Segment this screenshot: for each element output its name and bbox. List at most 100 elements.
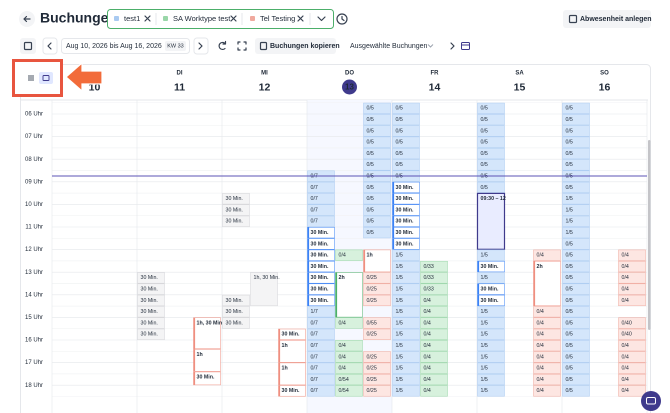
booking[interactable]: 30 Min. <box>137 317 165 329</box>
booking[interactable]: 0/4 <box>533 385 561 397</box>
booking[interactable]: 30 Min. <box>477 294 505 307</box>
booking[interactable]: 0/4 <box>618 351 646 363</box>
booking[interactable]: 1/5 <box>562 204 590 216</box>
booking[interactable]: 0/5 <box>392 147 420 160</box>
booking[interactable]: 0/5 <box>477 102 505 114</box>
booking[interactable]: 0/4 <box>420 351 448 363</box>
booking[interactable]: 0/5 <box>562 317 590 329</box>
booking[interactable]: 0/5 <box>562 125 590 137</box>
tab[interactable]: test1 <box>114 14 151 23</box>
booking[interactable]: 0/33 <box>420 283 448 295</box>
booking[interactable]: 0/4 <box>335 362 363 374</box>
booking[interactable]: 1/5 <box>392 351 420 363</box>
booking[interactable]: 0/5 <box>562 159 590 171</box>
booking[interactable]: 30 Min. <box>137 294 165 307</box>
booking[interactable]: 30 Min. <box>307 249 335 261</box>
booking[interactable]: 1/5 <box>477 373 505 386</box>
booking[interactable]: 1/5 <box>477 306 505 318</box>
booking[interactable]: 0/25 <box>363 362 391 374</box>
booking[interactable]: 0/4 <box>618 373 646 386</box>
booking[interactable]: 1/5 <box>392 283 420 295</box>
booking[interactable]: 0/4 <box>335 317 363 329</box>
dropdown-chevron[interactable] <box>317 16 326 22</box>
selected-bookings-dropdown[interactable]: Ausgewählte Buchungen <box>350 43 434 50</box>
booking[interactable]: 0/7 <box>307 385 335 397</box>
booking[interactable]: 0/4 <box>420 373 448 386</box>
booking[interactable]: 0/5 <box>562 147 590 160</box>
booking[interactable]: 0/5 <box>392 159 420 171</box>
booking[interactable]: 1/5 <box>477 351 505 363</box>
forward-arrow[interactable] <box>450 42 455 50</box>
chat-button[interactable] <box>641 391 661 411</box>
booking[interactable]: 0/7 <box>307 340 335 352</box>
booking[interactable]: 0/7 <box>307 328 335 340</box>
booking[interactable]: 30 Min. <box>222 317 250 329</box>
booking[interactable]: 0/5 <box>363 159 391 171</box>
booking[interactable]: 30 Min. <box>392 238 420 250</box>
copy-bookings-button[interactable]: Buchungen kopieren <box>255 38 340 54</box>
booking[interactable]: 1h, 30 Min. <box>193 317 225 349</box>
booking[interactable]: 1/5 <box>562 193 590 205</box>
booking[interactable]: 0/4 <box>618 294 646 307</box>
booking[interactable]: 0/4 <box>533 317 561 329</box>
booking[interactable]: 0/4 <box>618 249 646 261</box>
booking[interactable]: 0/4 <box>533 340 561 352</box>
booking[interactable]: 0/4 <box>335 351 363 363</box>
booking[interactable]: 30 Min. <box>392 181 420 194</box>
booking[interactable]: 1/5 <box>392 306 420 318</box>
booking[interactable]: 0/5 <box>477 147 505 160</box>
date-picker-icon[interactable] <box>461 42 470 50</box>
booking[interactable]: 0/40 <box>618 328 646 340</box>
booking[interactable]: 1h <box>278 362 306 386</box>
booking[interactable]: 1/5 <box>477 328 505 340</box>
booking[interactable]: 0/7 <box>307 362 335 374</box>
booking[interactable]: 30 Min. <box>278 385 306 397</box>
date-range[interactable]: Aug 10, 2026 bis Aug 16, 2026 KW 33 <box>61 38 190 54</box>
refresh-button[interactable] <box>218 40 227 51</box>
booking[interactable]: 0/4 <box>420 317 448 329</box>
booking[interactable]: 1/5 <box>392 362 420 374</box>
booking[interactable]: 0/5 <box>562 294 590 307</box>
booking[interactable]: 0/33 <box>420 272 448 284</box>
booking[interactable]: 0/7 <box>307 215 335 227</box>
booking[interactable]: 0/5 <box>477 125 505 137</box>
booking[interactable]: 0/5 <box>562 385 590 397</box>
booking[interactable]: 0/5 <box>562 249 590 261</box>
booking[interactable]: 30 Min. <box>222 215 250 227</box>
booking[interactable]: 0/5 <box>363 136 391 148</box>
booking[interactable]: 0/33 <box>420 260 448 273</box>
booking[interactable]: 0/5 <box>562 306 590 318</box>
booking[interactable]: 0/5 <box>363 193 391 205</box>
booking[interactable]: 30 Min. <box>307 227 335 239</box>
booking[interactable]: 0/4 <box>618 340 646 352</box>
booking[interactable]: 2h <box>533 260 561 307</box>
booking[interactable]: 1/5 <box>392 340 420 352</box>
booking[interactable]: 0/5 <box>562 272 590 284</box>
booking[interactable]: 0/5 <box>392 102 420 114</box>
booking[interactable]: 0/4 <box>533 351 561 363</box>
absence-button[interactable]: Abwesenheit anlegen <box>563 10 652 28</box>
booking[interactable]: 30 Min. <box>137 283 165 295</box>
booking[interactable]: 0/4 <box>618 260 646 273</box>
booking[interactable]: 0/5 <box>477 159 505 171</box>
booking[interactable]: 30 Min. <box>222 306 250 318</box>
booking[interactable]: 0/55 <box>363 317 391 329</box>
booking[interactable]: 0/5 <box>363 181 391 194</box>
booking[interactable]: 0/25 <box>363 328 391 340</box>
booking[interactable]: 0/4 <box>618 385 646 397</box>
booking[interactable]: 0/4 <box>533 328 561 340</box>
booking[interactable]: 30 Min. <box>222 204 250 216</box>
booking[interactable]: 0/7 <box>307 204 335 216</box>
expand-button[interactable] <box>237 41 247 51</box>
booking[interactable]: 0/5 <box>363 227 391 239</box>
booking[interactable]: 0/4 <box>420 328 448 340</box>
booking[interactable]: 0/4 <box>618 272 646 284</box>
booking[interactable]: 0/4 <box>533 373 561 386</box>
booking[interactable]: 2h <box>335 272 363 318</box>
booking[interactable]: 1h, 30 Min. <box>250 272 280 307</box>
booking[interactable]: 0/4 <box>420 362 448 374</box>
booking[interactable]: 0/25 <box>363 373 391 386</box>
booking[interactable]: 30 Min. <box>137 306 165 318</box>
booking[interactable]: 30 Min. <box>477 283 505 295</box>
booking[interactable]: 0/40 <box>618 317 646 329</box>
